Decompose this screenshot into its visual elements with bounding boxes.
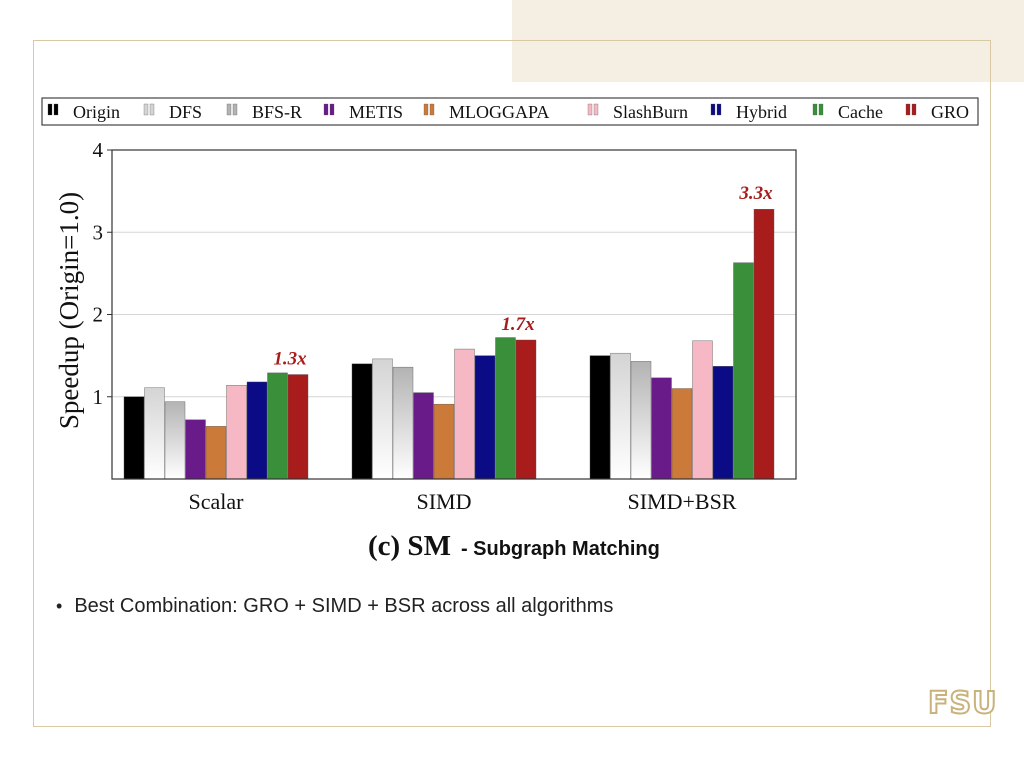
legend-swatch <box>812 103 818 116</box>
legend-swatch <box>329 103 335 116</box>
y-tick-label: 3 <box>93 220 104 244</box>
bar-simd-slashburn <box>454 348 475 480</box>
legend-swatch <box>226 103 232 116</box>
bullet-point: • Best Combination: GRO + SIMD + BSR acr… <box>56 595 613 618</box>
bar-simd-metis <box>413 392 434 480</box>
axes <box>107 149 797 480</box>
legend-label: SlashBurn <box>613 102 688 122</box>
bar-simd-gro <box>515 339 537 480</box>
legend-swatch <box>232 103 238 116</box>
bar-simd-dfs <box>372 358 393 480</box>
bar-scalar-gro <box>287 374 309 480</box>
y-tick-label: 2 <box>93 303 104 327</box>
bar-simd-bsr-metis <box>651 377 672 480</box>
figure-caption: (c) SM - Subgraph Matching <box>368 530 660 570</box>
legend-item-bfs-r: BFS-R <box>226 102 302 122</box>
bar-simd-mloggapa <box>433 403 455 480</box>
bar-simd-cache <box>495 337 516 480</box>
legend-swatch <box>423 103 429 116</box>
legend-label: DFS <box>169 102 202 122</box>
legend-item-mloggapa: MLOGGAPA <box>423 102 549 122</box>
legend-label: METIS <box>349 102 403 122</box>
legend-label: BFS-R <box>252 102 302 122</box>
caption-subtitle: - Subgraph Matching <box>460 538 660 560</box>
legend-label: Hybrid <box>736 102 787 122</box>
bar-simd-bsr-origin <box>589 355 611 480</box>
legend-swatch <box>587 103 593 116</box>
slide-frame <box>33 40 991 727</box>
x-tick-label: Scalar <box>189 489 245 514</box>
corner-decoration <box>512 0 1024 82</box>
legend-item-gro: GRO <box>905 102 969 122</box>
legend-item-dfs: DFS <box>143 102 202 122</box>
legend-item-metis: METIS <box>323 102 403 122</box>
legend-item-slashburn: SlashBurn <box>587 102 688 122</box>
legend-label: Cache <box>838 102 883 122</box>
x-tick-label: SIMD <box>416 489 471 514</box>
bar-simd-bsr-slashburn <box>692 340 713 480</box>
legend-item-origin: Origin <box>47 102 120 122</box>
legend-label: MLOGGAPA <box>449 102 549 122</box>
bar-scalar-hybrid <box>246 381 268 480</box>
fsu-logo: FSU <box>927 685 998 722</box>
bars <box>123 209 775 480</box>
bar-scalar-origin <box>123 396 145 480</box>
legend-swatch <box>593 103 599 116</box>
bullet-icon: • <box>56 596 63 616</box>
legend-item-hybrid: Hybrid <box>710 102 787 122</box>
bar-scalar-cache <box>267 372 288 480</box>
annotation-scalar: 1.3x <box>273 349 307 370</box>
legend-swatch <box>818 103 824 116</box>
bar-simd-bsr-gro <box>753 209 775 480</box>
bar-scalar-mloggapa <box>205 426 227 480</box>
bar-simd-bsr-bfs-r <box>630 361 652 480</box>
bar-scalar-slashburn <box>226 385 247 480</box>
bar-simd-hybrid <box>474 355 496 480</box>
bar-scalar-dfs <box>144 387 165 480</box>
legend-item-cache: Cache <box>812 102 883 122</box>
bullet-text: Best Combination: GRO + SIMD + BSR acros… <box>74 595 614 617</box>
caption-label: (c) SM <box>368 530 451 562</box>
bar-simd-bsr-cache <box>733 262 754 480</box>
legend-swatch <box>143 103 149 116</box>
annotation-simd-bsr: 3.3x <box>738 183 773 204</box>
bar-simd-bsr-mloggapa <box>671 388 693 480</box>
legend-swatch <box>911 103 917 116</box>
legend-swatch <box>323 103 329 116</box>
bar-simd-bsr-hybrid <box>712 366 734 480</box>
bar-simd-bsr-dfs <box>610 352 631 480</box>
legend-swatch <box>429 103 435 116</box>
bar-scalar-bfs-r <box>164 401 186 480</box>
legend-label: GRO <box>931 102 969 122</box>
y-tick-label: 1 <box>93 385 104 409</box>
legend-swatch <box>53 103 59 116</box>
legend-swatch <box>47 103 53 116</box>
bar-simd-bfs-r <box>392 366 414 480</box>
bar-scalar-metis <box>185 419 206 480</box>
annotation-simd: 1.7x <box>501 314 535 335</box>
y-axis-label: Speedup (Origin=1.0) <box>54 192 84 429</box>
legend-label: Origin <box>73 102 120 122</box>
y-tick-label: 4 <box>93 138 104 162</box>
legend-swatch <box>905 103 911 116</box>
plot-frame <box>111 149 797 480</box>
legend: Origin DFS BFS-R METIS MLOGGAPA SlashBurn Hybr… <box>41 97 979 126</box>
legend-swatch <box>716 103 722 116</box>
legend-swatch <box>710 103 716 116</box>
bar-simd-origin <box>351 363 373 480</box>
legend-swatch <box>149 103 155 116</box>
labels: 1 2 3 4 Scalar SIMD SIMD+BSR 1.3x 1.7x 3.3x Speedu… <box>54 138 773 514</box>
x-tick-label: SIMD+BSR <box>627 489 736 514</box>
